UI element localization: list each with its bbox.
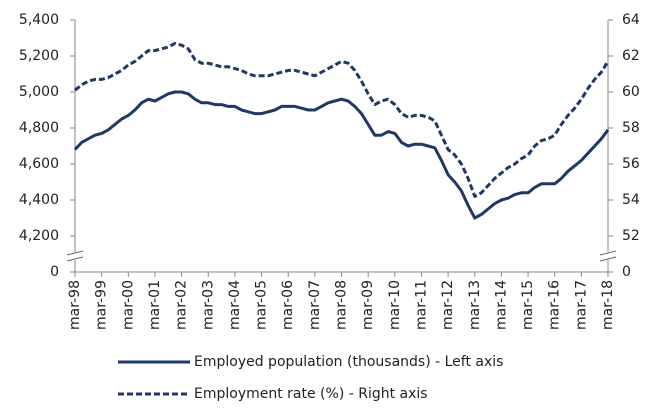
x-tick-label: mar-18 (600, 280, 616, 330)
break-mark (599, 250, 617, 256)
y2-tick-label: 54 (622, 192, 640, 208)
break-gap (599, 252, 617, 260)
x-tick-label: mar-06 (280, 280, 296, 330)
data-line (74, 41, 610, 198)
y-tick-label: 5,200 (19, 48, 59, 64)
x-tick-label: mar-13 (467, 280, 483, 330)
axis-lines (74, 20, 609, 273)
y2-tick-label: 64 (622, 12, 640, 28)
y2-tick-label: 52 (622, 228, 640, 244)
y-tick-label: 4,800 (19, 120, 59, 136)
break-mark (599, 256, 617, 262)
x-tick-label: mar-08 (334, 280, 350, 330)
break-gap (66, 252, 84, 260)
break-mark (66, 250, 84, 256)
legend-label: Employment rate (%) - Right axis (194, 386, 428, 402)
y-tick-label: 4,200 (19, 228, 59, 244)
y2-tick-label: 58 (622, 120, 640, 136)
y-tick-label: 0 (50, 264, 59, 280)
x-tick-label: mar-02 (174, 280, 190, 330)
y2-tick-label: 56 (622, 156, 640, 172)
break-mark (66, 256, 84, 262)
data-line (73, 90, 610, 220)
y2-tick-label: 60 (622, 84, 640, 100)
y2-tick-label: 0 (622, 264, 631, 280)
x-tick-label: mar-98 (67, 280, 83, 330)
x-tick-label: mar-05 (254, 280, 270, 330)
x-tick-label: mar-07 (307, 280, 323, 330)
legend-label: Employed population (thousands) - Left a… (194, 354, 503, 370)
y-tick-label: 4,600 (19, 156, 59, 172)
y-tick-label: 4,400 (19, 192, 59, 208)
x-tick-label: mar-11 (413, 280, 429, 330)
x-tick-label: mar-14 (493, 280, 509, 330)
x-tick-label: mar-99 (94, 280, 110, 330)
x-tick-label: mar-09 (360, 280, 376, 330)
y2-tick-label: 62 (622, 48, 640, 64)
y-tick-label: 5,000 (19, 84, 59, 100)
axis-breaks (66, 250, 617, 262)
y-tick-label: 5,400 (19, 12, 59, 28)
x-tick-label: mar-01 (147, 280, 163, 330)
x-tick-label: mar-15 (520, 280, 536, 330)
x-tick-label: mar-03 (200, 280, 216, 330)
x-tick-label: mar-17 (573, 280, 589, 330)
x-tick-label: mar-16 (547, 280, 563, 330)
x-tick-label: mar-10 (387, 280, 403, 330)
x-tick-label: mar-04 (227, 280, 243, 330)
x-tick-label: mar-00 (120, 280, 136, 330)
x-tick-label: mar-12 (440, 280, 456, 330)
